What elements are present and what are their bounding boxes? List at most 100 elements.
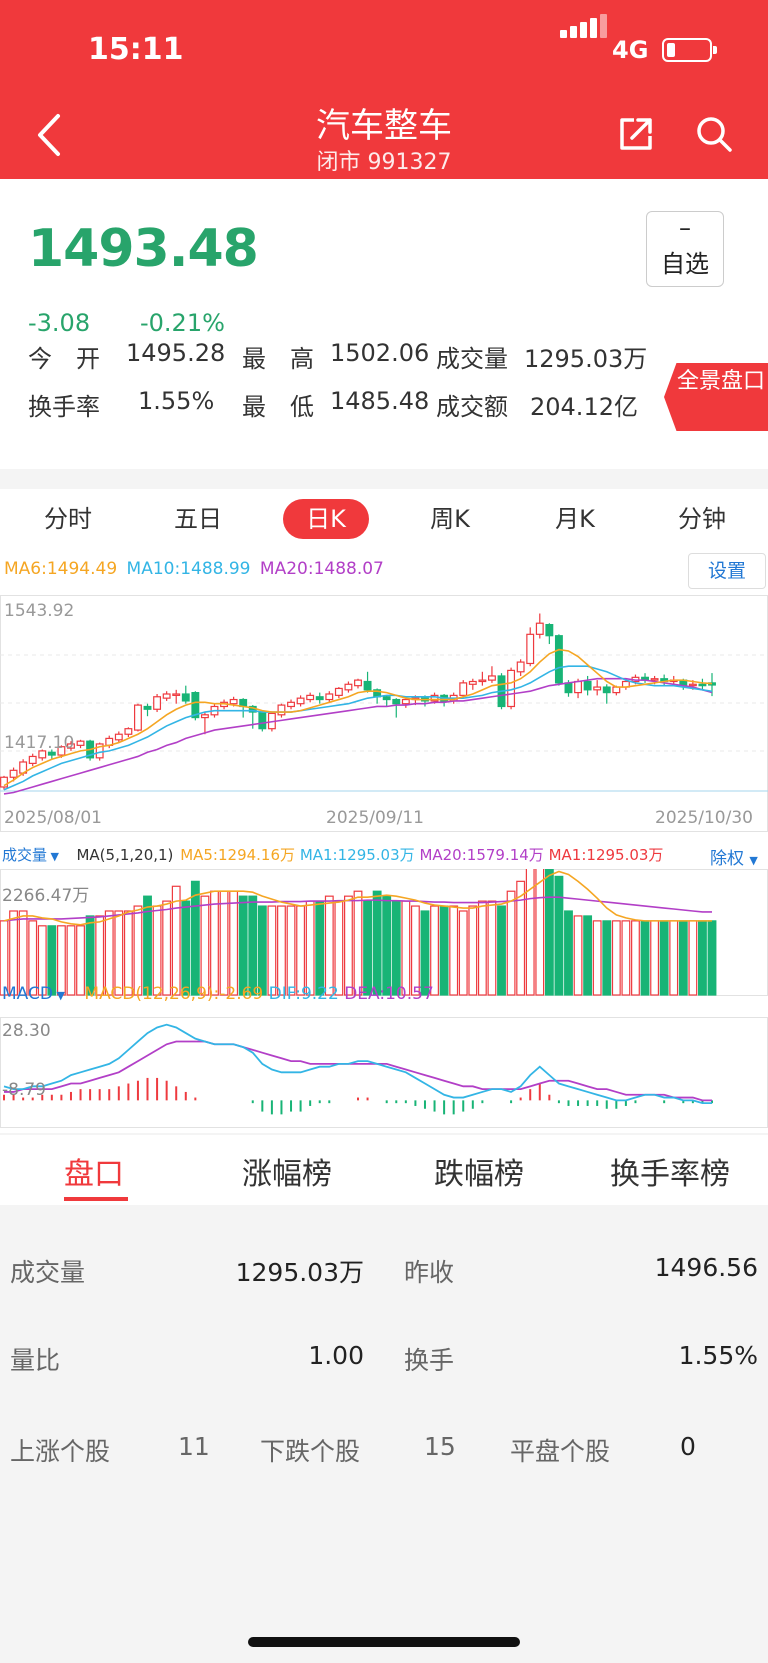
candle-body [535, 622, 544, 635]
open-value: 1495.28 [126, 339, 226, 367]
volume-bar [114, 910, 124, 996]
price-change-percent: -0.21% [140, 309, 225, 337]
battery-icon [662, 38, 712, 62]
candle-body [382, 696, 391, 701]
macd-indicator-selector[interactable]: MACD [2, 984, 53, 1004]
candle-body [401, 698, 410, 705]
share-icon[interactable] [616, 114, 656, 154]
candle-body [650, 678, 659, 681]
volume-bar [9, 910, 18, 996]
add-watchlist-button[interactable]: – 自选 [646, 211, 724, 287]
volume-bar [410, 905, 420, 996]
candle-body [574, 680, 583, 694]
volume-legend: 成交量 ▼ MA(5,1,20,1) MA5:1294.16万 MA1:1295… [2, 846, 664, 864]
volume-bar [162, 900, 172, 996]
candle-body [602, 686, 611, 694]
volume-bar [430, 905, 439, 996]
x-label-mid: 2025/09/11 [326, 808, 424, 828]
candle-body [516, 661, 525, 673]
volume-params: MA(5,1,20,1) [76, 846, 174, 864]
macd-legend: MACD ▼ MACD(12,26,9):-2.69 DIF:9.22 DEA:… [2, 984, 434, 1004]
volume-bar [219, 890, 229, 996]
candle-body [612, 686, 621, 694]
stat-prev-close-label: 昨收 [404, 1258, 455, 1287]
volume-ma1b: MA1:1295.03万 [548, 846, 664, 864]
volume-bar [152, 905, 162, 996]
volume-bar [277, 905, 286, 996]
page-subtitle: 闭市 991327 [316, 150, 452, 175]
ma10-legend: MA10:1488.99 [126, 559, 251, 579]
candle-body [430, 694, 439, 702]
chart-settings-button[interactable]: 设置 [688, 553, 766, 589]
stat-flat-label: 平盘个股 [510, 1437, 611, 1466]
volume-bar [688, 920, 698, 996]
stat-down-label: 下跌个股 [260, 1437, 361, 1466]
candle-body [354, 679, 362, 687]
volume-bar [143, 895, 152, 996]
ma6-legend: MA6:1494.49 [4, 559, 118, 579]
search-icon[interactable] [694, 114, 734, 154]
volume-bar [286, 905, 296, 996]
volume-bar [640, 920, 650, 996]
network-type: 4G [612, 36, 649, 64]
volume-chart [0, 869, 768, 996]
tab-weekly-k[interactable]: 周K [430, 505, 470, 533]
tab-monthly-k[interactable]: 月K [555, 505, 595, 533]
volume-max-label: 2266.47万 [2, 886, 90, 906]
tab-five-day[interactable]: 五日 [174, 505, 222, 533]
volume-bar [200, 895, 210, 996]
tab-turnover-rank[interactable]: 换手率榜 [610, 1157, 730, 1192]
candle-body [688, 683, 697, 687]
volume-bar [66, 925, 76, 996]
minus-icon: – [679, 214, 691, 242]
volume-bar [85, 915, 95, 996]
volume-bar [28, 920, 38, 996]
volume-bar [516, 880, 526, 996]
tab-minute[interactable]: 分钟 [678, 505, 726, 533]
volume-bar [583, 915, 593, 996]
volume-bar [420, 910, 430, 996]
volume-bar [123, 910, 133, 996]
candle-body [162, 693, 171, 699]
x-label-start: 2025/08/01 [4, 808, 102, 828]
candlestick-chart[interactable] [0, 595, 768, 877]
panorama-button[interactable]: 全景盘口 [664, 363, 768, 431]
stat-up-label: 上涨个股 [10, 1437, 111, 1466]
macd-min-label: -8.79 [2, 1080, 46, 1100]
tab-daily-k[interactable]: 日K [283, 499, 369, 539]
tab-intraday[interactable]: 分时 [44, 505, 92, 533]
volume-indicator-selector[interactable]: 成交量 [2, 846, 48, 864]
volume-bar [56, 925, 66, 996]
battery-tip [713, 46, 717, 54]
adjust-button[interactable]: 除权 ▼ [710, 849, 758, 869]
candle-body [38, 750, 47, 759]
volume-bar [344, 895, 353, 996]
volume-bar [267, 905, 277, 996]
stat-prev-close-value: 1496.56 [654, 1253, 758, 1282]
volume-bar [18, 910, 28, 996]
tab-order-book[interactable]: 盘口 [64, 1157, 124, 1192]
volume-bar [47, 925, 57, 996]
macd-max-label: 28.30 [2, 1021, 51, 1041]
volume-bar [391, 900, 401, 996]
macd-dif-line [3, 1023, 712, 1105]
stat-turnover-label: 换手 [404, 1346, 455, 1375]
candle-body [200, 714, 209, 719]
bottom-tabs: 盘口 涨幅榜 跌幅榜 换手率榜 [0, 1135, 768, 1205]
back-button[interactable] [30, 110, 70, 160]
candle-body [28, 755, 37, 764]
x-label-end: 2025/10/30 [655, 808, 753, 828]
candle-body [583, 680, 592, 691]
volume-bar [324, 895, 334, 996]
ma20-line [3, 677, 713, 795]
tab-losers[interactable]: 跌幅榜 [434, 1157, 524, 1192]
low-value: 1485.48 [330, 387, 430, 415]
candle-body [287, 701, 295, 708]
tab-gainers[interactable]: 涨幅榜 [242, 1157, 332, 1192]
volume-bar [678, 920, 688, 996]
volume-bar [564, 910, 573, 996]
candle-body [698, 683, 707, 687]
volume-bar [190, 880, 200, 996]
volume-bar [535, 869, 545, 996]
volume-bar [487, 900, 497, 996]
